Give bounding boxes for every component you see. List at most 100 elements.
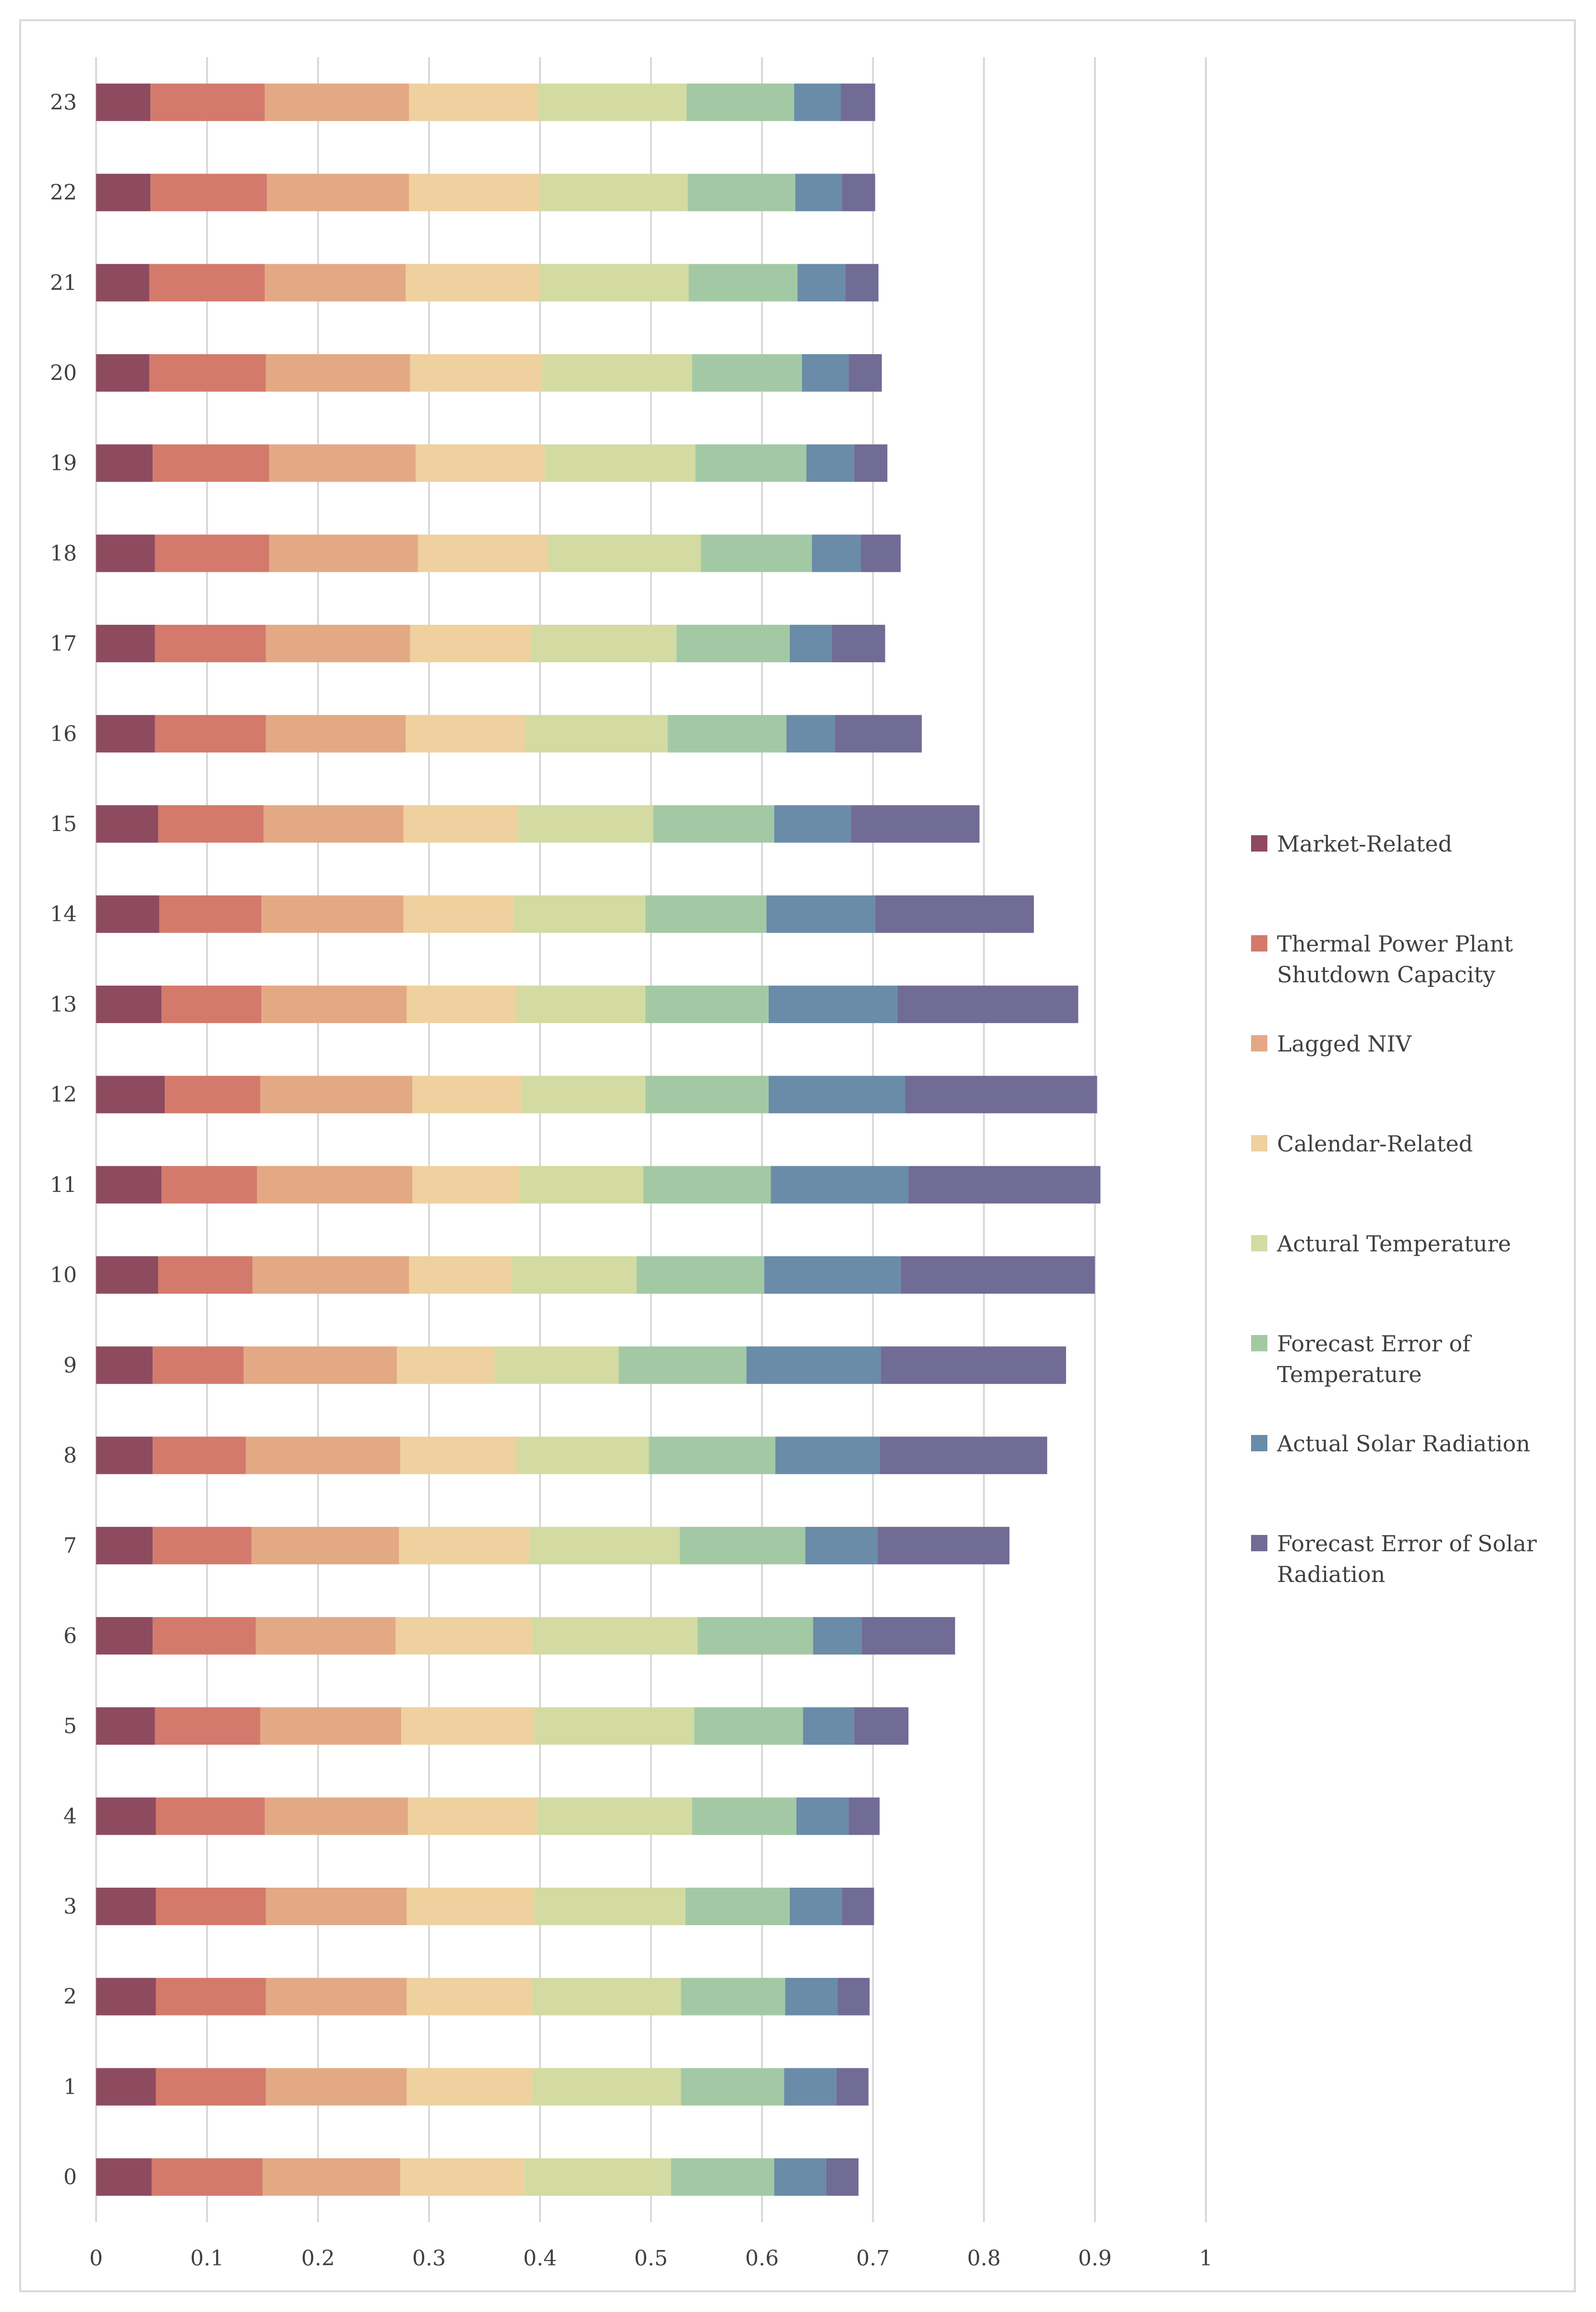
bar-segment-market-related-hour-16 [96, 715, 155, 753]
x-tick-label: 0.9 [1078, 2246, 1112, 2271]
bar-segment-lagged-niv-hour-9 [244, 1346, 397, 1384]
bar-segment-thermal-power-plant-shutdown-capacity-hour-7 [152, 1527, 252, 1565]
legend-label-market-related: Market-Related [1277, 831, 1452, 857]
bar-segment-actual-solar-radiation-hour-6 [813, 1617, 862, 1655]
bar-segment-forecast-error-of-temperature-hour-12 [645, 1076, 769, 1113]
bar-segment-market-related-hour-6 [96, 1617, 153, 1655]
bar-segment-market-related-hour-1 [96, 2068, 156, 2106]
bar-segment-market-related-hour-5 [96, 1707, 155, 1745]
bar-segment-actural-temperature-hour-21 [540, 264, 689, 302]
y-tick-label: 17 [50, 631, 77, 656]
y-tick-label: 2 [63, 1985, 77, 2009]
bar-segment-market-related-hour-3 [96, 1888, 156, 1926]
x-tick-label: 0.3 [412, 2246, 446, 2271]
bar-segment-lagged-niv-hour-7 [251, 1527, 399, 1565]
bar-segment-forecast-error-of-temperature-hour-10 [636, 1256, 764, 1294]
legend-label-forecast-error-temperature: Forecast Error of Temperature [1277, 1331, 1471, 1387]
y-tick-label: 10 [50, 1263, 77, 1287]
bar-segment-lagged-niv-hour-0 [262, 2158, 400, 2196]
bar-segment-actual-solar-radiation-hour-13 [768, 985, 897, 1023]
bar-segment-calendar-related-hour-6 [395, 1617, 532, 1655]
bar-segment-thermal-power-plant-shutdown-capacity-hour-19 [152, 444, 270, 482]
bar-segment-forecast-error-of-temperature-hour-21 [688, 264, 798, 302]
bar-segment-forecast-error-of-solar-radiation-hour-5 [854, 1707, 908, 1745]
bar-segment-calendar-related-hour-16 [405, 715, 526, 753]
bar-segment-actual-solar-radiation-hour-17 [789, 625, 832, 663]
y-tick-label: 4 [63, 1804, 77, 1829]
bar-segment-market-related-hour-4 [96, 1797, 156, 1835]
bar-segment-lagged-niv-hour-22 [267, 173, 409, 211]
bar-segment-forecast-error-of-solar-radiation-hour-20 [848, 354, 882, 392]
bar-segment-actural-temperature-hour-23 [538, 83, 687, 121]
x-tick-label: 1 [1199, 2246, 1213, 2271]
bar-segment-thermal-power-plant-shutdown-capacity-hour-17 [155, 625, 266, 663]
bar-segment-actual-solar-radiation-hour-1 [784, 2068, 836, 2106]
bar-segment-calendar-related-hour-0 [400, 2158, 525, 2196]
bar-segment-actual-solar-radiation-hour-23 [794, 83, 841, 121]
bar-segment-calendar-related-hour-12 [412, 1076, 521, 1113]
bar-segment-forecast-error-of-solar-radiation-hour-2 [837, 1978, 870, 2015]
bar-segment-thermal-power-plant-shutdown-capacity-hour-8 [152, 1436, 246, 1474]
y-tick-label: 19 [50, 451, 77, 476]
bar-segment-forecast-error-of-solar-radiation-hour-23 [841, 83, 875, 121]
bar-segment-market-related-hour-7 [96, 1527, 153, 1565]
chart-frame: 0 1 2 3 4 5 6 7 8 9 10 11 12 13 14 15 16 17 18 19 20 21 22 23 0… [19, 19, 1576, 2292]
legend-swatch-actual-solar-radiation [1251, 1435, 1267, 1451]
bar-segment-actual-solar-radiation-hour-5 [803, 1707, 854, 1745]
bar-segment-calendar-related-hour-22 [409, 173, 540, 211]
y-tick-label: 15 [50, 812, 77, 837]
bar-segment-forecast-error-of-solar-radiation-hour-9 [881, 1346, 1066, 1384]
legend-swatch-market-related [1251, 835, 1267, 852]
bar-segment-market-related-hour-11 [96, 1166, 162, 1204]
bar-segment-calendar-related-hour-5 [401, 1707, 535, 1745]
bar-segment-actual-solar-radiation-hour-4 [796, 1797, 849, 1835]
bar-segment-calendar-related-hour-3 [406, 1888, 535, 1926]
bar-segment-actural-temperature-hour-8 [516, 1436, 649, 1474]
x-tick-label: 0.7 [856, 2246, 890, 2271]
bar-segment-lagged-niv-hour-16 [266, 715, 406, 753]
bar-segment-actural-temperature-hour-0 [524, 2158, 671, 2196]
bar-segment-actural-temperature-hour-7 [528, 1527, 680, 1565]
bar-segment-forecast-error-of-temperature-hour-2 [681, 1978, 786, 2015]
bar-segment-thermal-power-plant-shutdown-capacity-hour-18 [155, 534, 270, 572]
bar-segment-calendar-related-hour-11 [412, 1166, 519, 1204]
x-tick-label: 0.8 [967, 2246, 1001, 2271]
bar-segment-forecast-error-of-temperature-hour-23 [686, 83, 794, 121]
bar-segment-market-related-hour-22 [96, 173, 151, 211]
legend-swatch-calendar-related [1251, 1135, 1267, 1151]
bar-segment-actual-solar-radiation-hour-7 [805, 1527, 878, 1565]
bar-segment-forecast-error-of-solar-radiation-hour-14 [875, 895, 1034, 933]
legend-item-lagged-niv: Lagged NIV [1251, 1028, 1565, 1059]
bar-segment-forecast-error-of-temperature-hour-19 [695, 444, 807, 482]
bar-segment-actural-temperature-hour-2 [532, 1978, 681, 2015]
bar-segment-lagged-niv-hour-4 [265, 1797, 408, 1835]
bar-segment-lagged-niv-hour-2 [266, 1978, 407, 2015]
bar-segment-forecast-error-of-temperature-hour-15 [653, 805, 774, 843]
y-tick-label: 9 [63, 1353, 77, 1378]
bar-segment-actural-temperature-hour-4 [537, 1797, 692, 1835]
bar-segment-forecast-error-of-temperature-hour-22 [688, 173, 796, 211]
bar-segment-thermal-power-plant-shutdown-capacity-hour-0 [151, 2158, 263, 2196]
bar-segment-forecast-error-of-solar-radiation-hour-7 [877, 1527, 1010, 1565]
bar-segment-lagged-niv-hour-18 [269, 534, 418, 572]
bar-segment-actual-solar-radiation-hour-2 [785, 1978, 838, 2015]
bar-segment-thermal-power-plant-shutdown-capacity-hour-1 [156, 2068, 266, 2106]
bar-segment-forecast-error-of-temperature-hour-9 [619, 1346, 747, 1384]
bar-segment-actural-temperature-hour-15 [517, 805, 653, 843]
legend-label-actual-solar-radiation: Actual Solar Radiation [1277, 1431, 1531, 1457]
bar-segment-market-related-hour-23 [96, 83, 151, 121]
bar-segment-thermal-power-plant-shutdown-capacity-hour-22 [150, 173, 267, 211]
bar-segment-calendar-related-hour-21 [405, 264, 540, 302]
x-tick-label: 0.4 [523, 2246, 557, 2271]
bar-segment-market-related-hour-9 [96, 1346, 153, 1384]
bar-segment-calendar-related-hour-2 [406, 1978, 532, 2015]
bar-segment-lagged-niv-hour-23 [265, 83, 409, 121]
y-tick-label: 8 [63, 1443, 77, 1468]
bar-segment-lagged-niv-hour-21 [265, 264, 406, 302]
y-tick-label: 16 [50, 722, 77, 746]
bar-segment-forecast-error-of-solar-radiation-hour-10 [900, 1256, 1095, 1294]
bar-segment-actual-solar-radiation-hour-20 [802, 354, 849, 392]
bar-segment-thermal-power-plant-shutdown-capacity-hour-6 [152, 1617, 256, 1655]
bar-segment-thermal-power-plant-shutdown-capacity-hour-20 [149, 354, 266, 392]
